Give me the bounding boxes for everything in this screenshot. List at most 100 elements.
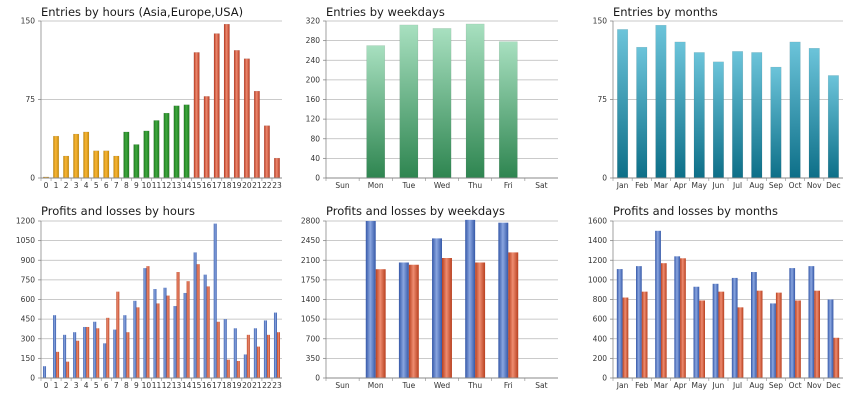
loss-bar [206,286,210,378]
profit-bar [193,252,197,378]
bar [274,157,280,179]
profit-bar [213,223,217,378]
y-tick-label: 2450 [301,236,320,245]
x-tick-label: Aug [749,181,764,190]
loss-bar [246,334,250,378]
bar [123,131,130,179]
bar [789,41,801,179]
x-tick-label: 14 [182,381,192,390]
bar [163,112,170,179]
chart-1: Entries by hours (Asia,Europe,USA)075150… [21,5,282,190]
bar [113,155,120,179]
x-tick-label: 0 [44,181,49,190]
profit-bar [143,268,147,378]
loss-bar [756,290,763,378]
loss-bar [508,252,519,378]
y-tick-label: 280 [306,36,321,45]
x-tick-label: 23 [272,181,282,190]
x-tick-label: Oct [789,381,802,390]
bar [399,24,419,179]
y-tick-label: 0 [602,174,607,183]
x-tick-label: 22 [262,181,272,190]
bar [253,90,260,179]
profit-bar [103,343,107,378]
loss-bar [699,300,705,378]
x-tick-label: 21 [252,181,262,190]
y-tick-label: 0 [315,174,320,183]
x-tick-label: Fri [504,381,513,390]
bar [143,130,150,179]
x-tick-label: Apr [674,181,688,190]
x-tick-label: 8 [124,381,129,390]
y-tick-label: 600 [593,315,608,324]
loss-bar [236,360,240,378]
y-tick-label: 350 [306,354,321,363]
x-tick-label: Thu [467,181,482,190]
x-tick-label: 18 [222,181,232,190]
x-tick-label: Mar [654,381,669,390]
x-tick-label: Tue [401,181,415,190]
x-tick-label: Sep [769,181,783,190]
loss-bar [56,351,60,378]
profit-bar [674,256,681,378]
x-tick-label: Jul [732,181,742,190]
loss-bar [375,269,386,378]
x-tick-label: Nov [807,181,822,190]
x-tick-label: 12 [162,381,172,390]
chart-title: Profits and losses by hours [41,204,195,218]
y-tick-label: 150 [593,17,608,26]
x-tick-label: 3 [74,181,79,190]
bar [732,51,744,179]
loss-bar [718,291,725,378]
y-tick-label: 300 [21,334,36,343]
y-tick-label: 1600 [588,217,607,226]
x-tick-label: Jul [732,381,742,390]
loss-bar [475,262,486,378]
profit-bar [770,303,776,378]
loss-bar [833,337,840,378]
bar [827,75,839,179]
profit-bar [789,268,796,378]
bar [808,48,820,179]
y-tick-label: 1050 [16,236,35,245]
x-tick-label: 10 [142,181,152,190]
profit-bar [273,312,277,378]
profit-bar [751,272,757,378]
bar [712,61,724,179]
loss-bar [266,334,270,378]
y-tick-label: 2100 [301,256,320,265]
bar [73,133,80,179]
x-tick-label: 17 [212,181,222,190]
chart-title: Profits and losses by months [613,204,778,218]
bar [674,41,686,179]
x-tick-label: 16 [202,181,212,190]
loss-bar [76,340,80,378]
x-tick-label: Dec [826,381,841,390]
profit-bar [203,274,207,378]
x-tick-label: 20 [242,381,252,390]
chart-4: Profits and losses by hours0150300450600… [16,204,282,390]
bar [193,52,200,179]
x-tick-label: Sat [535,381,547,390]
x-tick-label: Fri [504,181,513,190]
loss-bar [641,291,648,378]
loss-bar [196,264,200,378]
y-tick-label: 150 [21,354,36,363]
profit-bar [83,326,87,378]
bar [63,155,70,179]
loss-bar [276,332,280,378]
loss-bar [814,290,820,378]
profit-bar [693,286,700,378]
bar [751,52,763,179]
profit-bar [243,354,247,378]
y-tick-label: 200 [593,354,608,363]
bar [83,131,90,179]
y-tick-label: 80 [310,134,320,143]
profit-bar [712,283,719,378]
x-tick-label: Mon [368,381,384,390]
chart-2: Entries by weekdays 0 40 80 120 160 200 240 280 3… [306,5,558,190]
x-tick-label: Mon [368,181,384,190]
bar [636,46,648,179]
